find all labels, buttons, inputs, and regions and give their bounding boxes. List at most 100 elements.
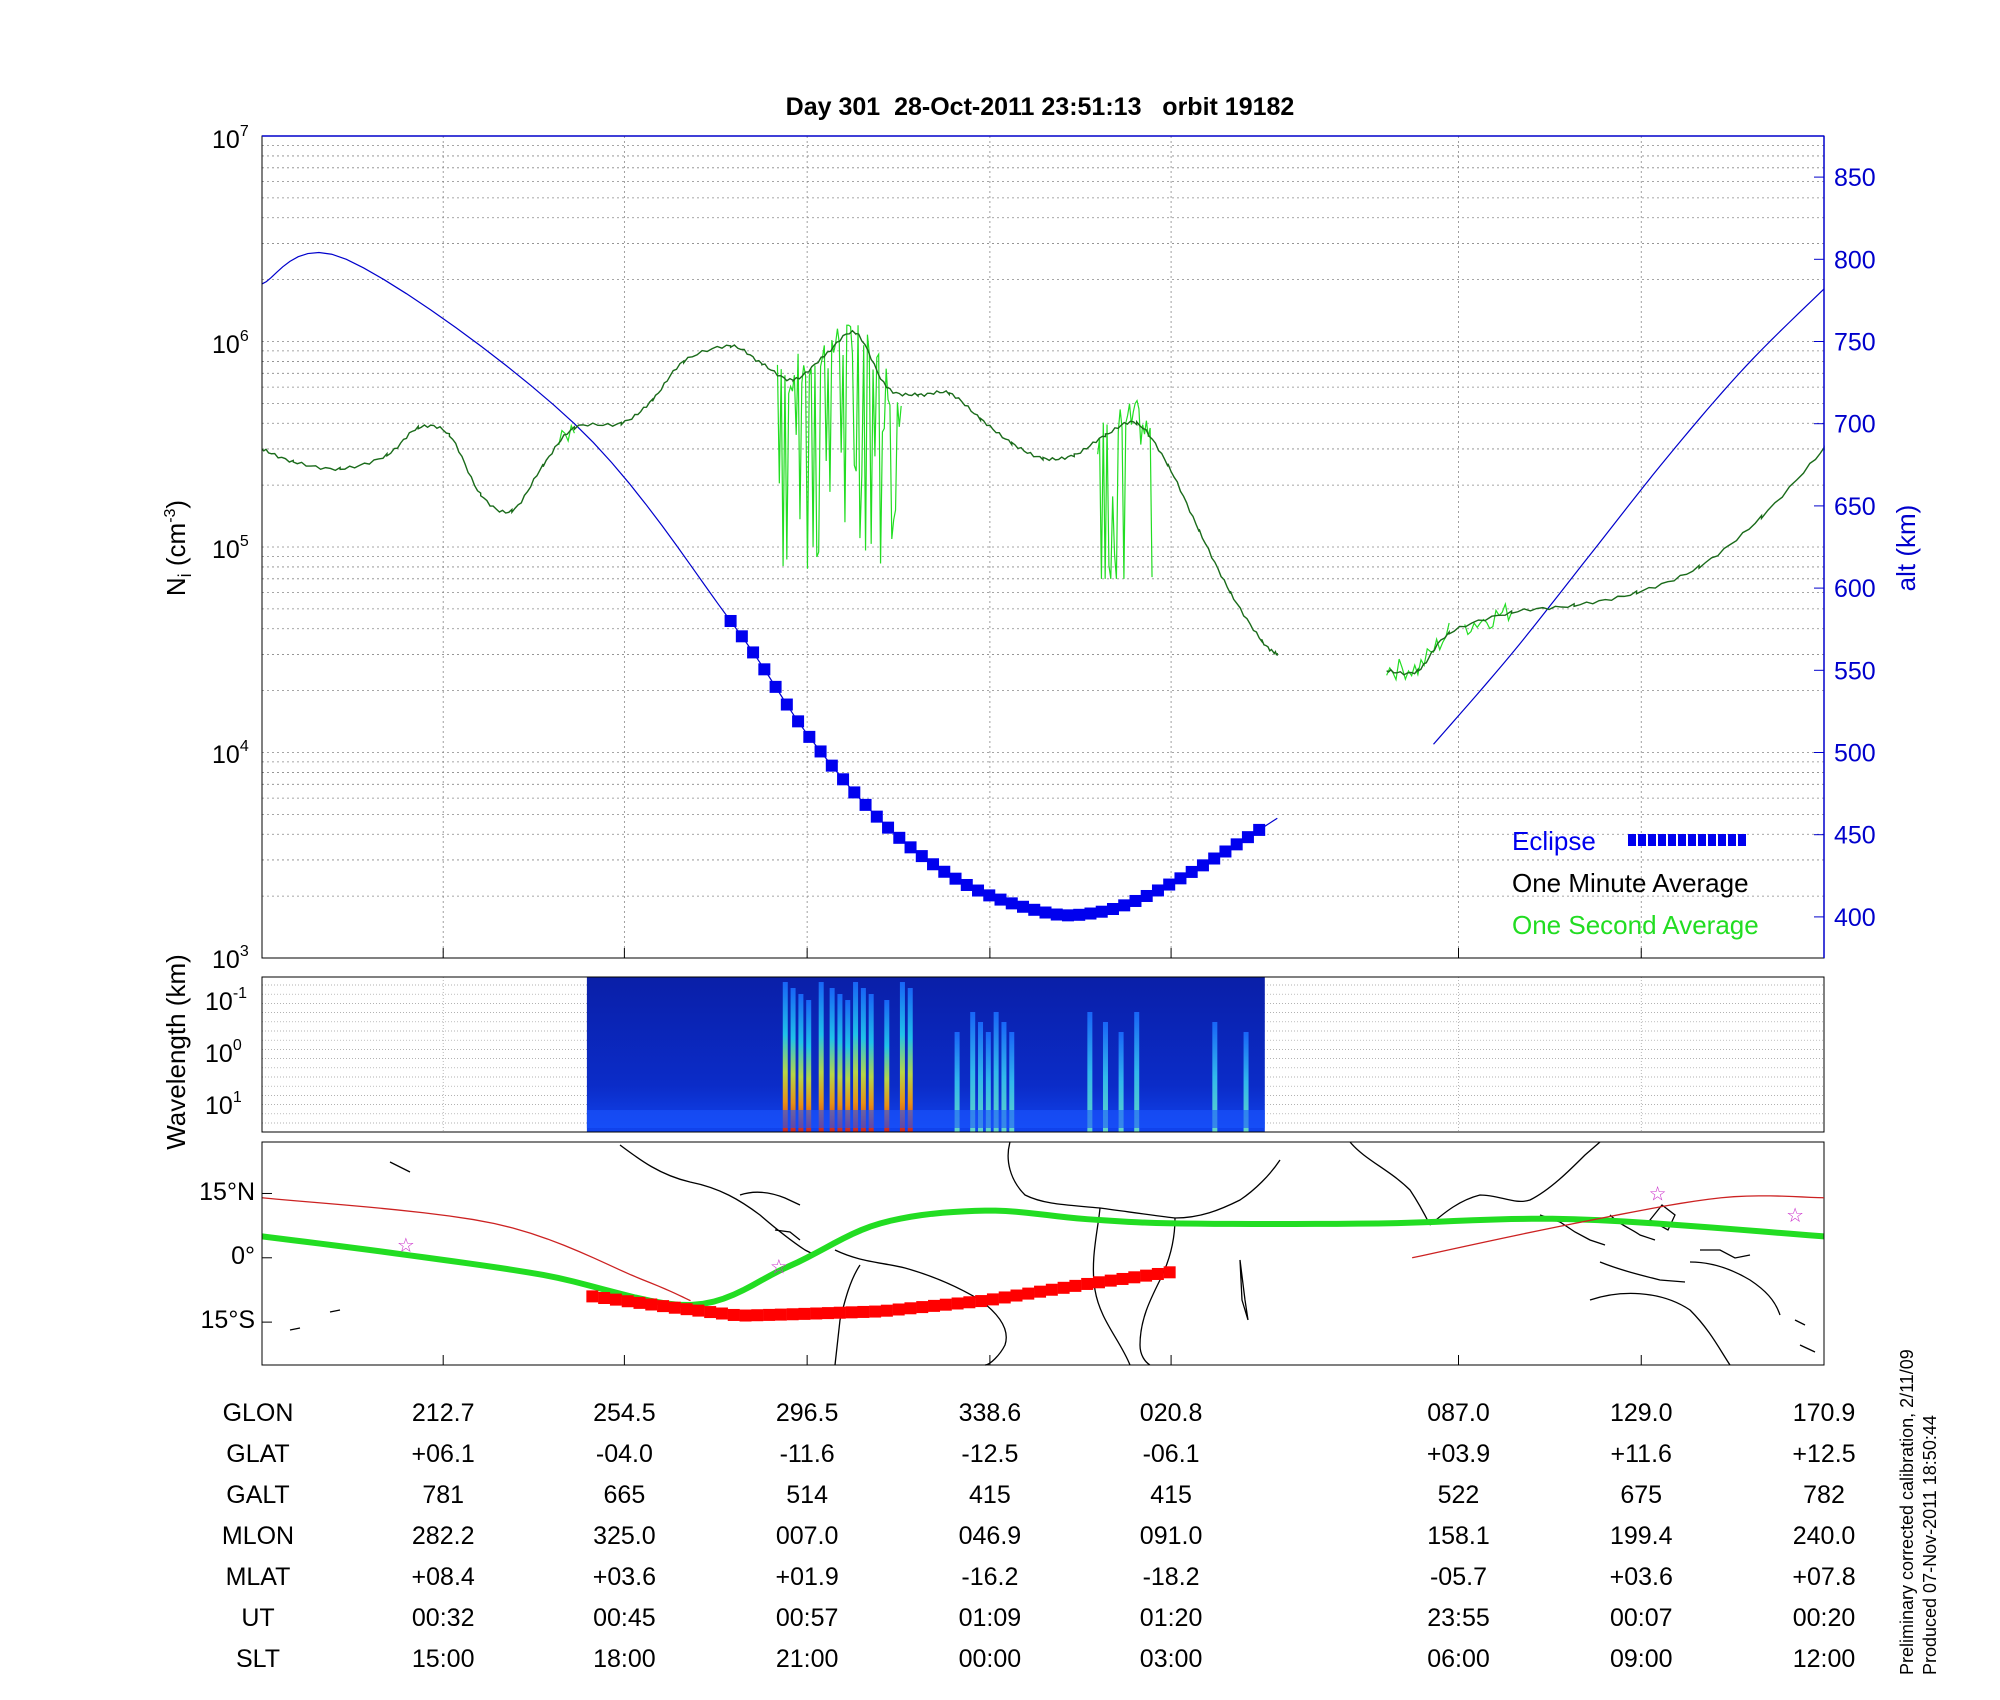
table-cell: 087.0 <box>1427 1399 1490 1427</box>
table-cell: 00:45 <box>593 1604 656 1632</box>
table-cell: 240.0 <box>1793 1522 1856 1550</box>
legend-minute: One Minute Average <box>1512 868 1749 898</box>
eclipse-marker <box>747 646 760 659</box>
spectrogram-burst <box>837 994 843 1132</box>
y-tick-10e6: 106 <box>212 328 249 359</box>
orbit-eclipse-marker <box>821 1307 834 1320</box>
orbit-eclipse-marker <box>1010 1289 1023 1302</box>
table-cell: +07.8 <box>1792 1563 1855 1591</box>
table-cell: +12.5 <box>1792 1440 1855 1468</box>
orbit-map-panel: ☆ ☆ ☆ ☆ 15°N 0° 15°S <box>199 1141 1825 1366</box>
orbit-eclipse-marker <box>1069 1279 1082 1292</box>
table-cell: 00:20 <box>1793 1604 1856 1632</box>
orbit-eclipse-marker <box>609 1293 622 1306</box>
legend-eclipse-marker <box>1678 834 1686 846</box>
chart-title: Day 301 28-Oct-2011 23:51:13 orbit 19182 <box>786 93 1295 121</box>
orbit-eclipse-marker <box>975 1295 988 1308</box>
legend-eclipse-marker <box>1658 834 1666 846</box>
eclipse-marker <box>780 698 793 711</box>
spectrogram-low-band <box>586 1110 1265 1128</box>
spectrogram-background <box>586 977 1265 1132</box>
table-cell: 00:00 <box>959 1645 1022 1673</box>
table-cell: 091.0 <box>1140 1522 1203 1550</box>
spectrogram-burst <box>1102 1022 1108 1132</box>
eclipse-marker <box>938 865 951 878</box>
legend-second: One Second Average <box>1512 910 1759 940</box>
orbit-eclipse-marker <box>986 1293 999 1306</box>
eclipse-marker <box>1151 884 1164 897</box>
eclipse-marker <box>1106 902 1119 915</box>
one-minute-average-line-2 <box>1386 445 1825 676</box>
spectrogram-burst <box>860 988 866 1132</box>
spectrogram-burst <box>1134 1012 1140 1132</box>
eclipse-marker <box>1129 894 1142 907</box>
map-y-tick-2: 0° <box>231 1242 255 1270</box>
magnetic-equator-line <box>261 1197 691 1302</box>
eclipse-marker <box>915 850 928 863</box>
eclipse-marker <box>1028 903 1041 916</box>
eclipse-marker <box>972 884 985 897</box>
table-cell: 23:55 <box>1427 1604 1490 1632</box>
eclipse-marker <box>724 614 737 627</box>
eclipse-marker <box>983 889 996 902</box>
spectrogram-y-label: Wavelength (km) <box>161 954 191 1150</box>
orbit-eclipse-marker <box>680 1303 693 1316</box>
table-cell: 665 <box>604 1481 646 1509</box>
legend-eclipse-marker <box>1698 834 1706 846</box>
eclipse-marker <box>1084 907 1097 920</box>
orbit-eclipse-marker <box>598 1292 611 1305</box>
table-row-label: MLON <box>222 1522 294 1550</box>
table-cell: 15:00 <box>412 1645 475 1673</box>
eclipse-markers <box>724 614 1266 922</box>
eclipse-marker <box>994 893 1007 906</box>
legend-eclipse-marker <box>1648 834 1656 846</box>
one-second-average-line <box>1097 399 1153 579</box>
table-cell: -16.2 <box>961 1563 1018 1591</box>
alt-tick-label: 700 <box>1834 411 1876 439</box>
alt-tick-label: 850 <box>1834 164 1876 192</box>
eclipse-marker <box>848 786 861 799</box>
spectrogram-burst <box>1009 1032 1015 1132</box>
orbit-eclipse-marker <box>857 1305 870 1318</box>
orbit-ground-track <box>261 1207 1825 1308</box>
table-cell: 00:07 <box>1610 1604 1673 1632</box>
legend-eclipse-marker <box>1668 834 1676 846</box>
table-cell: 00:32 <box>412 1604 475 1632</box>
orbit-eclipse-marker <box>715 1307 728 1320</box>
orbit-eclipse-marker <box>880 1304 893 1317</box>
eclipse-marker <box>893 831 906 844</box>
orbit-eclipse-marker <box>833 1306 846 1319</box>
table-cell: 212.7 <box>412 1399 475 1427</box>
table-cell: 199.4 <box>1610 1522 1673 1550</box>
eclipse-marker <box>825 759 838 772</box>
orbit-eclipse-marker <box>951 1297 964 1310</box>
spectrogram-burst <box>829 988 835 1132</box>
eclipse-marker <box>803 730 816 743</box>
eclipse-marker <box>735 630 748 643</box>
spectrogram-burst <box>806 1000 812 1132</box>
table-cell: -06.1 <box>1143 1440 1200 1468</box>
table-cell: +01.9 <box>776 1563 839 1591</box>
one-minute-average-line <box>261 329 1279 656</box>
spectrogram-burst <box>853 982 859 1132</box>
orbit-eclipse-marker <box>1092 1276 1105 1289</box>
table-cell: 675 <box>1620 1481 1662 1509</box>
table-row-label: UT <box>241 1604 274 1632</box>
legend-eclipse-marker <box>1728 834 1736 846</box>
alt-tick-label: 450 <box>1834 822 1876 850</box>
legend-eclipse-marker <box>1628 834 1636 846</box>
orbit-eclipse-marker <box>704 1306 717 1319</box>
table-cell: 282.2 <box>412 1522 475 1550</box>
table-cell: 020.8 <box>1140 1399 1203 1427</box>
y-tick-10e7: 107 <box>212 123 249 154</box>
table-cell: 415 <box>1150 1481 1192 1509</box>
star-marker: ☆ <box>770 1254 788 1278</box>
table-cell: -05.7 <box>1430 1563 1487 1591</box>
legend-eclipse-marker <box>1718 834 1726 846</box>
table-cell: +03.9 <box>1427 1440 1490 1468</box>
orbit-eclipse-marker <box>1057 1281 1070 1294</box>
star-marker: ☆ <box>397 1233 415 1257</box>
eclipse-marker <box>1208 852 1221 865</box>
magnetic-equator-line-2 <box>1412 1195 1825 1259</box>
spectrogram-burst <box>993 1012 999 1132</box>
